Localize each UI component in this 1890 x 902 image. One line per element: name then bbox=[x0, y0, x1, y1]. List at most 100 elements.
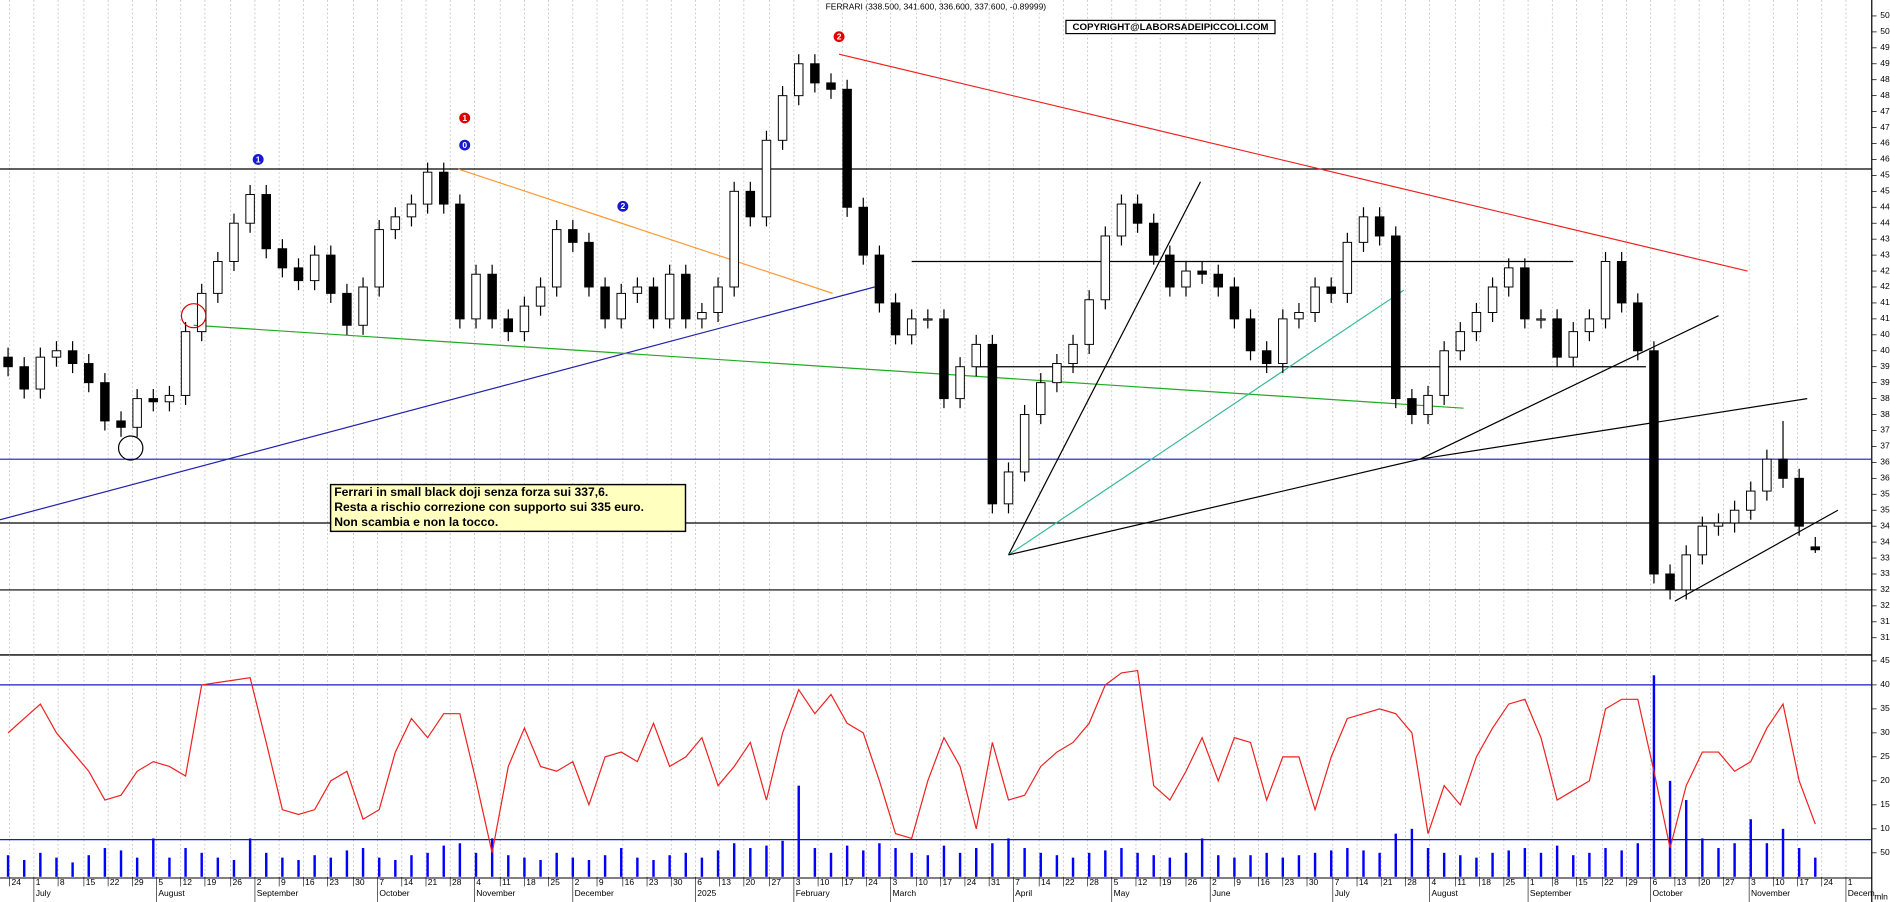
y-tick-label: 385 bbox=[1880, 393, 1890, 403]
y-tick-label: 430 bbox=[1880, 249, 1890, 259]
volume-bar bbox=[394, 860, 397, 877]
volume-bar bbox=[200, 852, 203, 877]
month-label: December bbox=[575, 888, 614, 898]
volume-bar bbox=[781, 840, 784, 877]
volume-bar bbox=[894, 848, 897, 877]
volume-bar bbox=[1588, 852, 1591, 877]
y-tick-label: 425 bbox=[1880, 265, 1890, 275]
volume-bar bbox=[297, 860, 300, 877]
x-tick-label: 17 bbox=[844, 877, 854, 887]
x-tick-label: 13 bbox=[721, 877, 731, 887]
y-tick-label: 5000 bbox=[1880, 847, 1890, 857]
x-tick-label: 6 bbox=[697, 877, 702, 887]
month-label: September bbox=[1530, 888, 1572, 898]
volume-bar bbox=[1684, 800, 1688, 877]
x-tick-label: 1 bbox=[1530, 877, 1535, 887]
volume-bar bbox=[361, 848, 365, 877]
candle-body bbox=[342, 292, 352, 326]
y-tick-label: 340 bbox=[1880, 536, 1890, 546]
x-tick-label: 20 bbox=[746, 877, 756, 887]
y-tick-label: 440 bbox=[1880, 217, 1890, 227]
y-tick-label: 505 bbox=[1880, 10, 1890, 20]
volume-bar bbox=[1442, 852, 1446, 877]
trend-line bbox=[838, 53, 1748, 272]
y-tick-label: 495 bbox=[1880, 42, 1890, 52]
volume-bar bbox=[1055, 855, 1059, 877]
x-tick-label: 26 bbox=[233, 877, 243, 887]
volume-bar bbox=[313, 855, 316, 877]
x-tick-label: 12 bbox=[1138, 877, 1148, 887]
candle-body bbox=[1391, 235, 1401, 400]
candle-body bbox=[261, 194, 271, 250]
volume-bar bbox=[1136, 852, 1139, 877]
candle-body bbox=[1245, 318, 1256, 352]
volume-bar bbox=[1362, 850, 1365, 877]
y-tick-label: 355 bbox=[1880, 489, 1890, 499]
candle-body bbox=[164, 394, 175, 403]
volume-bar bbox=[1733, 843, 1736, 877]
volume-bar bbox=[813, 848, 817, 877]
x-tick-label: 24 bbox=[868, 877, 878, 887]
candle-body bbox=[1746, 490, 1756, 511]
candle-body bbox=[1810, 546, 1821, 551]
volume-bar bbox=[1749, 819, 1752, 877]
x-tick-label: 29 bbox=[134, 877, 144, 887]
x-tick-label: 15 bbox=[1578, 877, 1588, 887]
candle-body bbox=[1633, 302, 1643, 352]
x-tick-label: 14 bbox=[404, 877, 414, 887]
candle-body bbox=[1003, 471, 1014, 505]
candle-body bbox=[245, 194, 255, 224]
volume-bar bbox=[184, 848, 187, 877]
month-label: August bbox=[158, 888, 185, 898]
volume-bar bbox=[829, 852, 833, 877]
candle-body bbox=[1084, 299, 1094, 345]
candle-body bbox=[1794, 477, 1804, 527]
candle-body bbox=[148, 398, 159, 403]
volume-bar bbox=[958, 852, 962, 877]
y-tick-label: 10000 bbox=[1880, 823, 1890, 833]
y-tick-label: 335 bbox=[1880, 552, 1890, 562]
candle-body bbox=[1697, 525, 1708, 556]
volume-bar bbox=[926, 855, 930, 877]
candle-body bbox=[1310, 286, 1320, 313]
candle-body bbox=[697, 312, 707, 320]
volume-bar bbox=[1217, 855, 1220, 877]
volume-bar bbox=[281, 857, 284, 877]
y-tick-label: 325 bbox=[1880, 584, 1890, 594]
x-tick-label: 3 bbox=[1751, 877, 1756, 887]
trend-line bbox=[193, 324, 1464, 409]
month-label: June bbox=[1212, 888, 1231, 898]
marker-label: 1 bbox=[256, 154, 261, 164]
y-tick-label: 405 bbox=[1880, 329, 1890, 339]
volume-bar bbox=[1459, 855, 1462, 877]
volume-bar bbox=[1523, 848, 1527, 877]
x-tick-label: 18 bbox=[526, 877, 536, 887]
copyright: COPYRIGHT@LABORSADEIPICCOLI.COM bbox=[1072, 22, 1268, 33]
x-tick-label: 9 bbox=[1236, 877, 1241, 887]
y-tick-label: 345 bbox=[1880, 520, 1890, 530]
candle-body bbox=[1358, 216, 1369, 243]
candle-body bbox=[422, 171, 433, 205]
trend-line bbox=[1008, 458, 1421, 556]
y-tick-label: 310 bbox=[1880, 632, 1890, 642]
marker bbox=[459, 112, 471, 124]
volume-bar bbox=[910, 852, 913, 877]
y-tick-label: 20000 bbox=[1880, 775, 1890, 785]
volume-bar bbox=[1104, 850, 1107, 877]
x-tick-label: 6 bbox=[1653, 877, 1658, 887]
marker bbox=[833, 31, 845, 43]
candle-body bbox=[1181, 270, 1191, 288]
candle-body bbox=[810, 63, 820, 84]
candle-body bbox=[1520, 267, 1530, 320]
y-tick-label: 400 bbox=[1880, 345, 1890, 355]
x-tick-label: 31 bbox=[991, 877, 1001, 887]
volume-bar bbox=[6, 855, 10, 877]
volume-bar bbox=[103, 848, 107, 877]
volume-bar bbox=[1329, 850, 1333, 877]
y-tick-label: 465 bbox=[1880, 138, 1890, 148]
volume-bar bbox=[87, 855, 90, 877]
x-tick-label: 26 bbox=[1188, 877, 1198, 887]
volume-bar bbox=[1814, 857, 1817, 877]
month-label: October bbox=[379, 888, 409, 898]
